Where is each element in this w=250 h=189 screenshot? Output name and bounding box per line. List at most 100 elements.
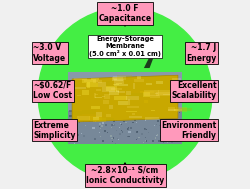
Bar	[144, 128, 145, 129]
Bar	[92, 106, 100, 109]
Bar	[177, 120, 179, 122]
Bar	[86, 83, 98, 87]
Bar	[93, 117, 95, 119]
Text: Excellent
Scalability: Excellent Scalability	[172, 81, 217, 100]
Text: ~2.8×10⁻¹ S/cm
Ionic Conductivity: ~2.8×10⁻¹ S/cm Ionic Conductivity	[86, 166, 164, 185]
Bar	[179, 118, 180, 119]
Text: Energy-Storage
Membrane
(5.0 cm² x 0.01 cm): Energy-Storage Membrane (5.0 cm² x 0.01 …	[89, 36, 161, 57]
Bar	[85, 125, 86, 126]
Bar	[95, 97, 102, 98]
Text: ~1.7 J
Energy: ~1.7 J Energy	[186, 43, 217, 63]
Bar	[112, 124, 113, 126]
Bar	[180, 122, 182, 123]
Bar	[153, 112, 154, 113]
Bar	[161, 139, 163, 140]
Bar	[95, 121, 96, 122]
Bar	[111, 111, 112, 112]
Bar	[116, 83, 122, 84]
Bar	[114, 79, 124, 84]
Bar	[100, 128, 101, 129]
Bar	[132, 83, 135, 89]
Bar	[79, 122, 80, 123]
Bar	[106, 124, 107, 126]
Bar	[104, 130, 106, 132]
Bar	[146, 129, 147, 130]
Bar	[144, 90, 159, 96]
Bar	[111, 138, 113, 139]
Bar	[152, 114, 153, 115]
Bar	[174, 134, 176, 136]
Bar	[172, 78, 181, 84]
Bar	[74, 87, 86, 89]
Bar	[142, 133, 143, 135]
Text: Extreme
Simplicity: Extreme Simplicity	[33, 121, 76, 140]
Bar	[144, 119, 146, 121]
Bar	[118, 139, 119, 140]
Bar	[119, 127, 120, 128]
Bar	[75, 112, 76, 113]
Bar	[106, 114, 111, 117]
Bar	[128, 99, 130, 105]
Bar	[156, 81, 163, 84]
Bar	[126, 96, 139, 101]
Bar	[92, 116, 94, 117]
Bar	[163, 142, 164, 143]
Bar	[88, 110, 90, 112]
Bar	[95, 115, 96, 116]
Bar	[132, 122, 134, 123]
Bar	[112, 76, 126, 80]
Bar	[174, 130, 176, 132]
Bar	[171, 141, 173, 143]
Bar	[74, 143, 75, 144]
Bar	[115, 143, 116, 144]
Bar	[109, 116, 110, 117]
Bar	[176, 107, 187, 112]
Bar	[100, 113, 102, 114]
Bar	[129, 116, 142, 118]
Bar	[157, 115, 158, 116]
Bar	[134, 79, 143, 82]
Bar	[100, 136, 102, 137]
Bar	[115, 113, 116, 114]
Bar	[104, 94, 110, 99]
Bar	[175, 128, 176, 129]
Bar	[168, 134, 169, 135]
Bar	[168, 107, 175, 111]
Bar	[154, 137, 156, 138]
Circle shape	[38, 8, 212, 181]
Bar	[104, 115, 106, 117]
Polygon shape	[144, 53, 155, 68]
Bar	[174, 82, 178, 83]
Bar	[152, 138, 153, 139]
Bar	[169, 133, 171, 135]
Bar	[156, 92, 170, 96]
Bar	[68, 111, 182, 144]
Bar	[72, 111, 82, 115]
Bar	[165, 135, 166, 137]
Bar	[140, 91, 154, 93]
Bar	[86, 119, 88, 121]
Bar	[170, 136, 172, 138]
Bar	[128, 127, 130, 129]
Bar	[82, 90, 88, 95]
Bar	[112, 77, 123, 81]
Bar	[119, 112, 120, 113]
Bar	[102, 140, 104, 142]
Bar	[104, 100, 109, 104]
Bar	[146, 83, 152, 85]
Text: ~3.0 V
Voltage: ~3.0 V Voltage	[33, 43, 66, 63]
Bar	[118, 75, 132, 81]
Bar	[81, 133, 82, 134]
Bar	[77, 95, 81, 96]
Bar	[168, 133, 169, 135]
Bar	[77, 116, 90, 120]
Bar	[83, 135, 85, 136]
Bar	[108, 91, 120, 95]
Bar	[96, 117, 97, 118]
Bar	[146, 139, 147, 141]
Bar	[150, 116, 152, 118]
Bar	[96, 89, 101, 91]
Bar	[180, 130, 182, 132]
Bar	[132, 110, 133, 112]
Bar	[102, 122, 104, 124]
